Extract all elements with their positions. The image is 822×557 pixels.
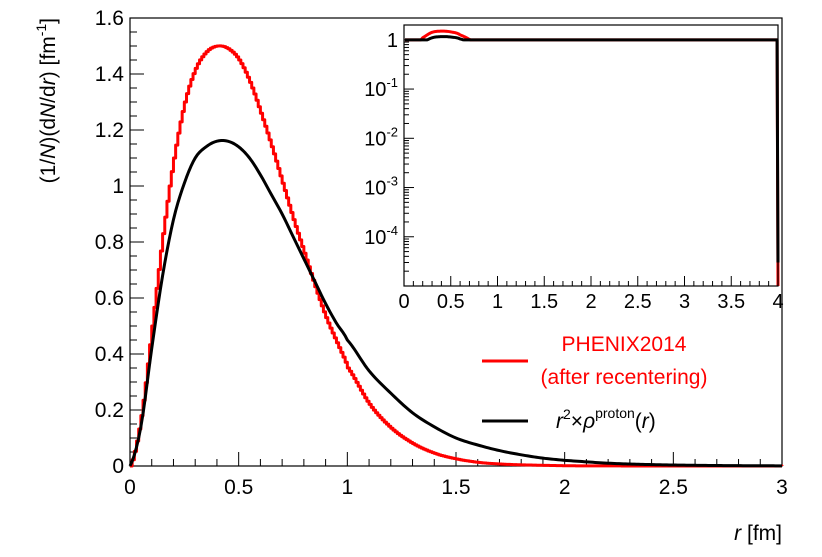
- y-tick-label: 0.8: [95, 231, 124, 254]
- inset-x-tick-label: 1.5: [530, 291, 558, 313]
- x-tick-label: 0.5: [224, 476, 253, 499]
- y-tick-label: 1.2: [95, 119, 124, 142]
- y-tick-label: 0.4: [95, 343, 125, 366]
- inset-x-tick-label: 2.5: [624, 291, 652, 313]
- main-y-tick-labels: 0 0.2 0.4 0.6 0.8 1 1.2 1.4 1.6: [95, 7, 125, 478]
- inset-axis-ticks: [403, 24, 779, 287]
- inset-x-tick-label: 0: [398, 291, 409, 313]
- legend-red-label-1: PHENIX2014: [562, 333, 687, 356]
- inset-y-tick-label: 10-4: [364, 223, 398, 249]
- x-tick-label: 1.5: [441, 476, 470, 499]
- x-tick-label: 1: [341, 476, 353, 499]
- inset-x-tick-label: 1: [492, 291, 503, 313]
- inset-y-tick-label: 10-2: [364, 124, 398, 150]
- inset-y-tick-label: 1: [387, 30, 398, 52]
- main-series-group: [128, 44, 783, 468]
- inset-y-tick-label: 10-1: [364, 75, 398, 101]
- y-tick-label: 0.6: [95, 287, 124, 310]
- legend-black-label: r2×ρproton(r): [556, 405, 656, 433]
- inset-y-tick-label: 10-3: [364, 174, 398, 200]
- inset-plot-frame: [403, 24, 779, 287]
- y-axis-title: (1/N)(dN/dr) [fm-1]: [33, 18, 60, 183]
- inset-x-tick-label: 0.5: [437, 291, 465, 313]
- x-tick-label: 2.5: [659, 476, 688, 499]
- y-tick-label: 1.4: [95, 63, 125, 86]
- inset-x-tick-label: 2: [585, 291, 596, 313]
- inset-series-line-proton: [404, 35, 780, 263]
- inset-y-tick-labels: 1 10-1 10-2 10-3 10-4: [364, 30, 398, 249]
- inset-x-tick-labels: 0 0.5 1 1.5 2 2.5 3 3.5 4: [398, 291, 783, 313]
- inset-x-tick-label: 3: [679, 291, 690, 313]
- inset-x-tick-label: 3.5: [717, 291, 745, 313]
- x-tick-label: 3: [776, 476, 788, 499]
- series-line-phenix2014: [130, 44, 782, 468]
- legend: PHENIX2014 (after recentering) r2×ρproto…: [482, 333, 707, 433]
- x-axis-title: r [fm]: [734, 522, 782, 545]
- inset-background: [404, 25, 778, 286]
- x-tick-label: 2: [559, 476, 571, 499]
- main-x-tick-labels: 0 0.5 1 1.5 2 2.5 3: [124, 476, 788, 499]
- inset-series-group: [404, 29, 780, 287]
- inset-x-tick-label: 4: [772, 291, 783, 313]
- y-tick-label: 0: [112, 455, 124, 478]
- x-tick-label: 0: [124, 476, 136, 499]
- y-tick-label: 0.2: [95, 399, 124, 422]
- y-tick-label: 1: [112, 175, 124, 198]
- series-line-proton: [128, 139, 783, 468]
- legend-red-label-2: (after recentering): [541, 366, 708, 389]
- y-tick-label: 1.6: [95, 7, 124, 30]
